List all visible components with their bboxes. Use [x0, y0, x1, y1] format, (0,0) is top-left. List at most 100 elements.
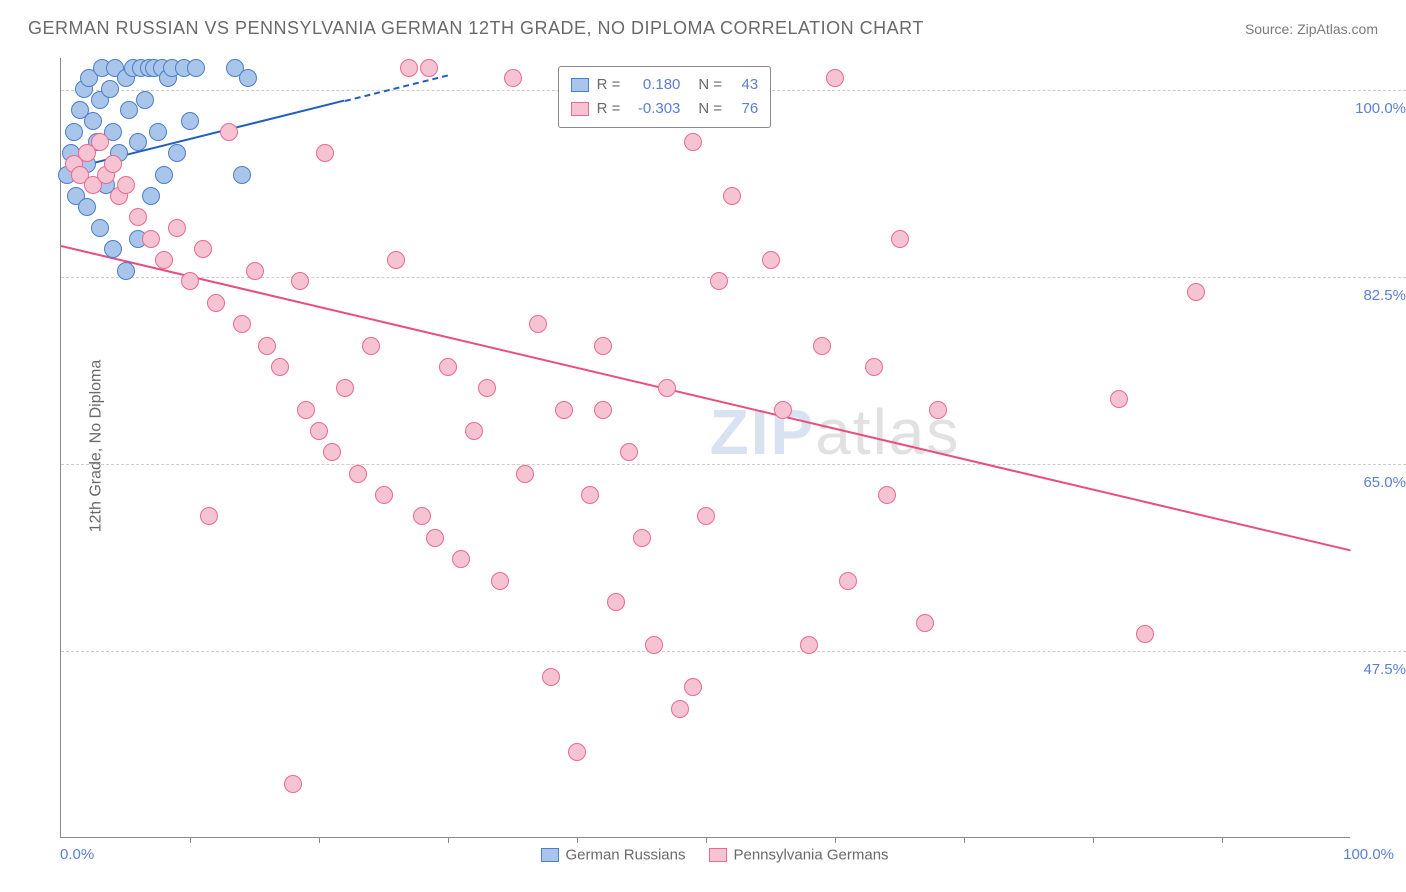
scatter-point-german_russians — [155, 166, 173, 184]
scatter-point-pennsylvania_germans — [891, 230, 909, 248]
source-name: ZipAtlas.com — [1297, 21, 1378, 37]
scatter-point-pennsylvania_germans — [645, 636, 663, 654]
legend-swatch-german_russians — [571, 78, 589, 92]
scatter-point-pennsylvania_germans — [916, 614, 934, 632]
legend-swatch-pennsylvania_germans — [571, 102, 589, 116]
scatter-point-pennsylvania_germans — [284, 775, 302, 793]
scatter-point-german_russians — [142, 187, 160, 205]
trend-line-german_russians — [345, 74, 449, 102]
scatter-point-pennsylvania_germans — [684, 133, 702, 151]
scatter-point-pennsylvania_germans — [826, 69, 844, 87]
scatter-point-pennsylvania_germans — [426, 529, 444, 547]
scatter-point-pennsylvania_germans — [439, 358, 457, 376]
scatter-point-pennsylvania_germans — [297, 401, 315, 419]
x-tick — [577, 837, 578, 843]
scatter-point-pennsylvania_germans — [710, 272, 728, 290]
x-tick — [835, 837, 836, 843]
scatter-point-german_russians — [104, 240, 122, 258]
x-tick — [448, 837, 449, 843]
legend-label-pennsylvania_germans: Pennsylvania Germans — [733, 847, 888, 864]
scatter-point-pennsylvania_germans — [1136, 625, 1154, 643]
scatter-point-pennsylvania_germans — [529, 315, 547, 333]
scatter-point-pennsylvania_germans — [1110, 390, 1128, 408]
scatter-point-pennsylvania_germans — [658, 379, 676, 397]
y-tick-label: 82.5% — [1350, 287, 1406, 304]
scatter-point-german_russians — [120, 101, 138, 119]
scatter-point-pennsylvania_germans — [762, 251, 780, 269]
scatter-point-pennsylvania_germans — [839, 572, 857, 590]
scatter-point-pennsylvania_germans — [336, 379, 354, 397]
scatter-point-german_russians — [117, 262, 135, 280]
scatter-point-pennsylvania_germans — [291, 272, 309, 290]
scatter-point-pennsylvania_germans — [671, 700, 689, 718]
scatter-point-pennsylvania_germans — [420, 59, 438, 77]
scatter-point-pennsylvania_germans — [207, 294, 225, 312]
stats-row-german_russians: R =0.180N =43 — [571, 73, 759, 97]
x-tick — [1093, 837, 1094, 843]
scatter-point-pennsylvania_germans — [594, 401, 612, 419]
stats-r-value: -0.303 — [628, 97, 680, 121]
gridline-h — [61, 651, 1406, 652]
scatter-point-pennsylvania_germans — [155, 251, 173, 269]
scatter-point-german_russians — [149, 123, 167, 141]
stats-n-value: 76 — [730, 97, 758, 121]
scatter-point-german_russians — [101, 80, 119, 98]
source-label: Source: — [1245, 21, 1297, 37]
scatter-point-pennsylvania_germans — [168, 219, 186, 237]
scatter-point-pennsylvania_germans — [697, 507, 715, 525]
title-bar: GERMAN RUSSIAN VS PENNSYLVANIA GERMAN 12… — [28, 18, 1378, 39]
scatter-point-pennsylvania_germans — [607, 593, 625, 611]
scatter-point-pennsylvania_germans — [865, 358, 883, 376]
gridline-h — [61, 277, 1406, 278]
watermark-zip: ZIP — [710, 396, 816, 468]
scatter-point-german_russians — [187, 59, 205, 77]
scatter-point-pennsylvania_germans — [684, 678, 702, 696]
scatter-point-pennsylvania_germans — [258, 337, 276, 355]
scatter-point-pennsylvania_germans — [542, 668, 560, 686]
stats-r-label: R = — [597, 97, 621, 121]
stats-n-label: N = — [698, 97, 722, 121]
scatter-point-pennsylvania_germans — [478, 379, 496, 397]
scatter-point-pennsylvania_germans — [568, 743, 586, 761]
scatter-point-pennsylvania_germans — [929, 401, 947, 419]
stats-n-value: 43 — [730, 73, 758, 97]
source-attribution: Source: ZipAtlas.com — [1245, 21, 1378, 37]
scatter-point-pennsylvania_germans — [452, 550, 470, 568]
scatter-point-german_russians — [65, 123, 83, 141]
y-tick-label: 100.0% — [1350, 100, 1406, 117]
scatter-point-pennsylvania_germans — [117, 176, 135, 194]
legend-label-german_russians: German Russians — [565, 847, 685, 864]
scatter-point-german_russians — [91, 219, 109, 237]
scatter-point-pennsylvania_germans — [375, 486, 393, 504]
scatter-point-german_russians — [78, 198, 96, 216]
scatter-point-pennsylvania_germans — [620, 443, 638, 461]
scatter-point-german_russians — [181, 112, 199, 130]
trend-line-pennsylvania_germans — [61, 245, 1351, 551]
scatter-point-pennsylvania_germans — [349, 465, 367, 483]
scatter-point-pennsylvania_germans — [813, 337, 831, 355]
y-tick-label: 65.0% — [1350, 474, 1406, 491]
stats-r-value: 0.180 — [628, 73, 680, 97]
x-tick — [964, 837, 965, 843]
x-tick — [319, 837, 320, 843]
chart-title: GERMAN RUSSIAN VS PENNSYLVANIA GERMAN 12… — [28, 18, 924, 39]
legend-swatch-german_russians — [541, 848, 559, 862]
scatter-point-pennsylvania_germans — [129, 208, 147, 226]
scatter-point-pennsylvania_germans — [555, 401, 573, 419]
scatter-point-german_russians — [239, 69, 257, 87]
scatter-point-pennsylvania_germans — [413, 507, 431, 525]
scatter-point-pennsylvania_germans — [878, 486, 896, 504]
gridline-h — [61, 464, 1406, 465]
scatter-point-pennsylvania_germans — [142, 230, 160, 248]
scatter-point-pennsylvania_germans — [491, 572, 509, 590]
scatter-point-pennsylvania_germans — [200, 507, 218, 525]
scatter-point-german_russians — [168, 144, 186, 162]
scatter-point-german_russians — [136, 91, 154, 109]
stats-box: R =0.180N =43R =-0.303N =76 — [558, 66, 772, 128]
scatter-point-pennsylvania_germans — [220, 123, 238, 141]
x-tick — [706, 837, 707, 843]
stats-r-label: R = — [597, 73, 621, 97]
scatter-point-pennsylvania_germans — [271, 358, 289, 376]
bottom-legend: German Russians Pennsylvania Germans — [0, 846, 1406, 864]
scatter-point-pennsylvania_germans — [323, 443, 341, 461]
